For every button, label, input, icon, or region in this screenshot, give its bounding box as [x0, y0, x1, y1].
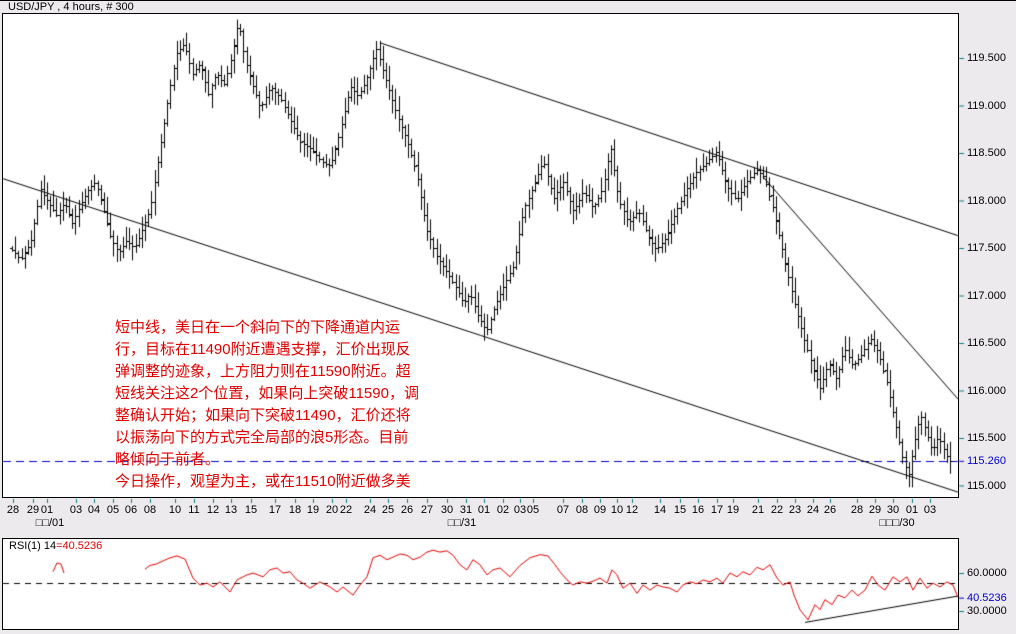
annotation-line: 弹调整的迹象，上方阻力则在11590附近。超 — [115, 363, 411, 380]
date-label: 20 — [325, 504, 339, 516]
date-label: 17 — [710, 504, 724, 516]
date-label: 30 — [440, 504, 454, 516]
date-label: 16 — [691, 504, 705, 516]
date-label: 30 — [886, 504, 900, 516]
date-label: 19 — [306, 504, 320, 516]
price-axis-label: 118.000 — [967, 194, 1006, 207]
rsi-indicator-label: RSI(1) 14=40.5236 — [9, 540, 102, 552]
date-label: 09 — [593, 504, 607, 516]
date-label: 15 — [673, 504, 687, 516]
date-label: 03 — [513, 504, 527, 516]
date-label: 06 — [124, 504, 138, 516]
date-label: 22 — [770, 504, 784, 516]
price-axis-label: 119.000 — [967, 99, 1006, 112]
price-axis-label: 117.000 — [967, 289, 1006, 302]
month-label: □□/31 — [447, 517, 477, 529]
date-label: 05 — [526, 504, 540, 516]
date-label: 08 — [575, 504, 589, 516]
annotation-line: 以振荡向下的方式完全局部的浪5形态。目前 — [115, 429, 409, 446]
date-label: 19 — [726, 504, 740, 516]
date-label: 29 — [868, 504, 882, 516]
date-label: 05 — [106, 504, 120, 516]
rsi-indicator-value: =40.5236 — [56, 540, 103, 552]
date-label: 17 — [268, 504, 282, 516]
date-label: 13 — [224, 504, 238, 516]
annotation-line: 今日操作，观望为主，或在11510附近做多美 — [115, 473, 411, 490]
date-label: 22 — [339, 504, 353, 516]
analysis-annotation: 短中线，美日在一个斜向下的下降通道内运 行，目标在11490附近遭遇支撑，汇价出现… — [115, 317, 419, 493]
date-label: 25 — [381, 504, 395, 516]
annotation-line: 整确认开始；如果向下突破11490，汇价还将 — [115, 407, 411, 424]
date-label: 24 — [806, 504, 820, 516]
date-label: 08 — [143, 504, 157, 516]
annotation-line: 短中线，美日在一个斜向下的下降通道内运 — [115, 319, 401, 336]
date-label: 23 — [788, 504, 802, 516]
date-label: 11 — [188, 504, 200, 516]
date-label: 31 — [459, 504, 473, 516]
rsi-indicator-name: RSI(1) 14 — [9, 540, 57, 552]
price-axis-label: 115.500 — [967, 432, 1006, 444]
date-label: 24 — [363, 504, 377, 516]
date-label: 14 — [653, 504, 667, 516]
date-label: 10 — [610, 504, 624, 516]
rsi-level-label: 60.0000 — [967, 567, 1007, 579]
month-label: □□□/30 — [879, 517, 915, 529]
price-axis-label: 116.000 — [967, 384, 1006, 397]
date-label: 01 — [905, 504, 919, 516]
price-axis-label: 117.500 — [967, 242, 1006, 254]
current-price-label: 115.260 — [967, 454, 1006, 467]
date-label: 28 — [6, 504, 20, 516]
annotation-line: 略倾向于前者。 — [115, 451, 221, 468]
date-label: 01 — [40, 504, 54, 516]
date-label: 15 — [244, 504, 258, 516]
date-label: 02 — [496, 504, 510, 516]
date-label: 28 — [850, 504, 864, 516]
price-axis-label: 119.500 — [967, 52, 1006, 64]
date-label: 04 — [87, 504, 101, 516]
date-label: 21 — [751, 504, 765, 516]
date-label: 03 — [69, 504, 83, 516]
date-label: 12 — [206, 504, 220, 516]
date-label: 26 — [823, 504, 837, 516]
annotation-line: 短线关注这2个位置，如果向上突破11590，调 — [115, 385, 419, 402]
date-label: 10 — [168, 504, 182, 516]
price-axis-label: 116.500 — [967, 337, 1006, 349]
price-axis-label: 115.000 — [967, 479, 1006, 492]
date-label: 27 — [420, 504, 434, 516]
month-label: □□/01 — [35, 517, 65, 529]
date-label: 01 — [477, 504, 491, 516]
date-label: 18 — [288, 504, 302, 516]
annotation-line: 行，目标在11490附近遭遇支撑，汇价出现反 — [115, 341, 411, 358]
rsi-current-label: 40.5236 — [967, 591, 1007, 604]
date-label: 26 — [400, 504, 414, 516]
rsi-level-label: 30.0000 — [967, 605, 1007, 617]
date-label: 03 — [923, 504, 937, 516]
date-label: 12 — [625, 504, 639, 516]
date-label: 29 — [26, 504, 40, 516]
price-axis-label: 118.500 — [967, 147, 1006, 159]
chart-title: USD/JPY , 4 hours, # 300 — [8, 1, 134, 13]
date-label: 07 — [556, 504, 570, 516]
